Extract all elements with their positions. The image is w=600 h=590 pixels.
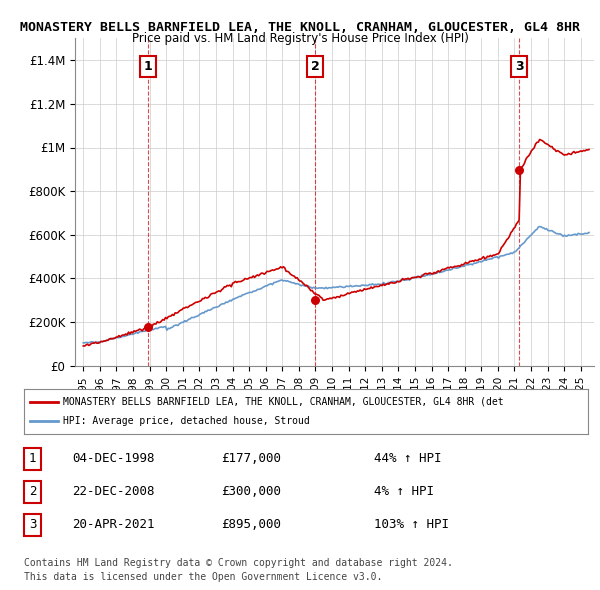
Text: 22-DEC-2008: 22-DEC-2008 <box>72 485 154 499</box>
Text: 2: 2 <box>29 485 36 499</box>
Text: 2: 2 <box>311 60 319 73</box>
Point <box>143 323 153 332</box>
Text: Price paid vs. HM Land Registry's House Price Index (HPI): Price paid vs. HM Land Registry's House … <box>131 32 469 45</box>
Text: 20-APR-2021: 20-APR-2021 <box>72 519 154 532</box>
Point <box>515 166 524 175</box>
Text: 3: 3 <box>29 519 36 532</box>
Text: 4% ↑ HPI: 4% ↑ HPI <box>374 485 434 499</box>
Text: MONASTERY BELLS BARNFIELD LEA, THE KNOLL, CRANHAM, GLOUCESTER, GL4 8HR (det: MONASTERY BELLS BARNFIELD LEA, THE KNOLL… <box>64 397 504 407</box>
Text: £177,000: £177,000 <box>221 452 281 465</box>
Text: 04-DEC-1998: 04-DEC-1998 <box>72 452 154 465</box>
Text: Contains HM Land Registry data © Crown copyright and database right 2024.: Contains HM Land Registry data © Crown c… <box>24 558 453 568</box>
Text: This data is licensed under the Open Government Licence v3.0.: This data is licensed under the Open Gov… <box>24 572 382 582</box>
Text: 1: 1 <box>29 452 36 465</box>
Text: 44% ↑ HPI: 44% ↑ HPI <box>374 452 441 465</box>
Text: £895,000: £895,000 <box>221 519 281 532</box>
Point <box>310 296 320 305</box>
Text: HPI: Average price, detached house, Stroud: HPI: Average price, detached house, Stro… <box>64 417 310 426</box>
Text: 3: 3 <box>515 60 524 73</box>
Text: £300,000: £300,000 <box>221 485 281 499</box>
Text: MONASTERY BELLS BARNFIELD LEA, THE KNOLL, CRANHAM, GLOUCESTER, GL4 8HR: MONASTERY BELLS BARNFIELD LEA, THE KNOLL… <box>20 21 580 34</box>
Text: 1: 1 <box>144 60 152 73</box>
Text: 103% ↑ HPI: 103% ↑ HPI <box>374 519 449 532</box>
